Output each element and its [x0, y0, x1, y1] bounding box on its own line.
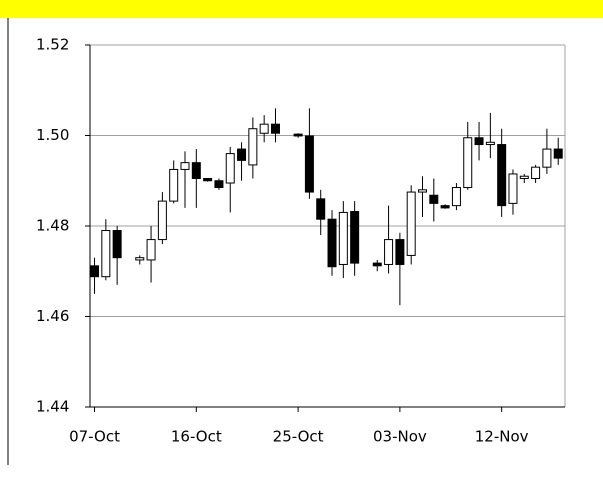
candle-body [101, 230, 111, 278]
y-tick-label: 1.52 [36, 36, 69, 54]
candle-body [350, 211, 360, 264]
candle-body [157, 200, 167, 241]
candle-body [248, 128, 258, 166]
candle-body [338, 211, 348, 265]
candle-body [395, 239, 405, 265]
y-tick-label: 1.48 [36, 217, 69, 235]
candle-body [531, 166, 541, 179]
candle-body [203, 177, 213, 182]
candle-body [406, 191, 416, 256]
candle-body [508, 173, 518, 204]
candle-body [429, 194, 439, 204]
candle-body [135, 257, 145, 261]
candle-body [418, 189, 427, 193]
candle-body [316, 198, 326, 220]
candle-body [90, 265, 100, 278]
candle-body [440, 205, 450, 209]
candle-body [463, 137, 473, 189]
candle-body [519, 175, 529, 179]
candle-body [180, 162, 190, 170]
top-bar [0, 0, 603, 18]
candle-body [112, 230, 122, 259]
y-tick-label: 1.44 [36, 398, 69, 416]
x-tick-label: 03-Nov [373, 428, 427, 446]
candle-body [553, 148, 563, 159]
candle-body [225, 153, 235, 184]
candle-body [474, 137, 484, 146]
candle-body [293, 133, 303, 137]
candle-body [237, 148, 247, 161]
candle-body [372, 262, 382, 267]
candle-body [542, 148, 552, 168]
candle-body [451, 187, 461, 207]
candle-body [497, 144, 507, 207]
x-tick-label: 07-Oct [69, 428, 120, 446]
candle-body [384, 239, 394, 265]
x-tick-label: 25-Oct [273, 428, 324, 446]
candle-body [214, 180, 224, 189]
candle-body [146, 239, 156, 261]
candle-body [191, 162, 201, 179]
candle-body [270, 123, 280, 134]
x-tick-label: 16-Oct [171, 428, 222, 446]
candle-body [327, 218, 337, 268]
candle-body [304, 135, 314, 193]
y-tick-label: 1.50 [36, 126, 69, 144]
candle-body [485, 141, 495, 146]
candle-body [259, 123, 269, 134]
y-tick-label: 1.46 [36, 307, 69, 325]
candle-body [169, 168, 179, 202]
x-tick-label: 12-Nov [475, 428, 529, 446]
